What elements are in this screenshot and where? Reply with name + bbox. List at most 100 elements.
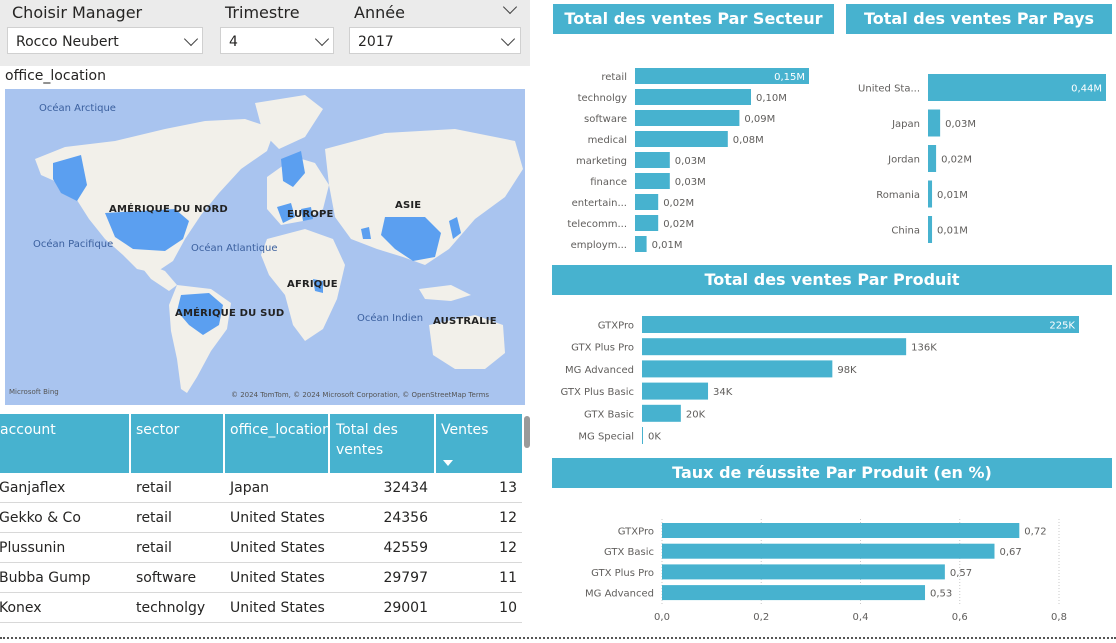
column-header-sector[interactable]: sector [136,422,180,438]
bar-finance[interactable] [635,173,670,189]
category-label-china: China [891,226,920,237]
cell-account: Ganjaflex [0,480,66,496]
highlight-europe-west [277,203,295,223]
category-label-retail: retail [601,72,627,83]
cell-ventes: 11 [499,570,517,586]
cell-sector: software [136,570,197,586]
bar-japan[interactable] [928,109,941,137]
cell-office-location: United States [230,540,325,556]
trimestre-dropdown[interactable]: 4 [220,27,334,54]
cell-sector: retail [136,540,172,556]
office-location-map[interactable]: Océan Arctique Océan Pacifique Océan Atl… [5,89,525,405]
map-title: office_location [5,68,106,84]
bar-mg-special[interactable] [642,427,643,444]
bar-marketing[interactable] [635,152,670,168]
bar-gtx-basic[interactable] [642,404,681,422]
data-label-software: 0,09M [744,114,775,125]
highlight-alaska [53,155,87,201]
cell-office-location: Japan [230,480,270,496]
bar-technolgy[interactable] [635,89,751,105]
table-row[interactable]: Bubba Gump software United States 29797 … [0,563,522,593]
category-label-romania: Romania [876,190,920,201]
category-label-gtx-basic: GTX Basic [584,409,634,420]
highlight-brazil [177,293,223,335]
bar-telecomm[interactable] [635,215,659,231]
table-row[interactable]: Plussunin retail United States 42559 12 [0,533,522,563]
trimestre-slicer-title: Trimestre [225,3,300,22]
category-label-gtxpro: GTXPro [598,321,634,332]
bar-china[interactable] [928,216,933,243]
highlight-japan [449,217,461,239]
chart-title-produit: Total des ventes Par Produit [552,265,1112,295]
highlight-china [381,217,441,261]
australia-land [429,315,505,369]
column-divider [328,414,330,643]
accounts-table: account sector office_location Total des… [0,414,522,643]
bar-retail[interactable] [635,68,809,84]
table-row[interactable]: Konex technolgy United States 29001 10 [0,593,522,623]
annee-selected-value: 2017 [358,34,394,50]
table-scrollbar[interactable] [524,416,530,448]
bar-employm[interactable] [635,236,647,252]
bar-mg-advanced[interactable] [642,360,833,378]
column-header-office-location[interactable]: office_location [230,422,331,438]
sort-descending-icon[interactable] [443,460,453,466]
data-label-mg-advanced: 0,53 [930,589,952,600]
bar-gtx-plus-basic[interactable] [642,382,709,400]
data-label-medical: 0,08M [733,135,764,146]
data-label-mg-advanced: 98K [837,365,857,376]
bar-medical[interactable] [635,131,728,147]
cell-ventes: 13 [499,480,517,496]
category-label-gtxpro: GTXPro [618,527,654,538]
manager-dropdown[interactable]: Rocco Neubert [7,27,203,54]
data-label-gtxpro: 0,72 [1024,527,1046,538]
annee-slicer-title: Année [354,3,405,22]
category-label-united-sta: United Sta... [858,84,920,95]
category-label-gtx-basic: GTX Basic [604,547,654,558]
data-label-telecomm: 0,02M [663,219,694,230]
cell-total-des-ventes: 32434 [383,480,428,496]
bar-gtxpro[interactable] [642,316,1079,333]
map-copyright[interactable]: © 2024 TomTom, © 2024 Microsoft Corporat… [231,391,490,399]
chevron-down-icon[interactable] [183,31,199,47]
chevron-down-icon[interactable] [500,31,516,47]
table-row[interactable]: Ganjaflex retail Japan 32434 13 [0,473,522,503]
cell-total-des-ventes: 42559 [383,540,428,556]
cell-office-location: United States [230,510,325,526]
annee-dropdown[interactable]: 2017 [349,27,521,54]
bar-united-sta[interactable] [928,74,1106,101]
chart-title-pays: Total des ventes Par Pays [846,4,1112,34]
sales-by-country-chart: United Sta... 0,44M Japan 0,03M Jordan 0,02M R… [858,74,1106,243]
table-row[interactable]: Gekko & Co retail United States 24356 12 [0,503,522,533]
success-rate-by-product-chart: 0,0 0,2 0,4 0,6 0,8 GTXPro 0,72 GTX Basic 0,67 GT… [585,519,1067,623]
category-label-japan: Japan [891,119,920,130]
column-divider [129,414,131,643]
column-header-ventes[interactable]: Ventes [441,422,489,438]
bar-jordan[interactable] [928,145,937,172]
bar-entertain[interactable] [635,194,659,210]
bar-mg-advanced[interactable] [662,585,926,601]
bar-gtxpro[interactable] [662,523,1020,538]
chart-title-secteur: Total des ventes Par Secteur [553,4,834,34]
category-label-gtx-plus-basic: GTX Plus Basic [560,387,634,398]
sales-by-product-chart: GTXPro 225K GTX Plus Pro 136K MG Advanced 98K… [560,316,1079,444]
cell-sector: technolgy [136,600,206,616]
bar-gtx-plus-pro[interactable] [642,338,907,356]
manager-selected-value: Rocco Neubert [16,34,119,50]
bar-software[interactable] [635,110,740,126]
trimestre-selected-value: 4 [229,34,238,50]
continent-label-amerique-du-sud: AMÉRIQUE DU SUD [175,308,285,319]
column-header-account[interactable]: account [0,422,56,438]
bing-logo: Microsoft Bing [9,388,59,396]
category-label-telecomm: telecomm... [567,219,627,230]
column-header-total-des-ventes[interactable]: Total des ventes [336,422,398,458]
bar-gtx-plus-pro[interactable] [662,564,945,580]
bar-gtx-basic[interactable] [662,543,995,559]
data-label-retail: 0,15M [774,72,805,83]
highlight-scandinavia [281,151,305,187]
continent-label-europe: EUROPE [287,209,334,220]
ocean-label-indien: Océan Indien [357,313,424,324]
data-label-china: 0,01M [937,226,968,237]
chevron-down-icon[interactable] [314,31,330,47]
bar-romania[interactable] [928,180,933,208]
